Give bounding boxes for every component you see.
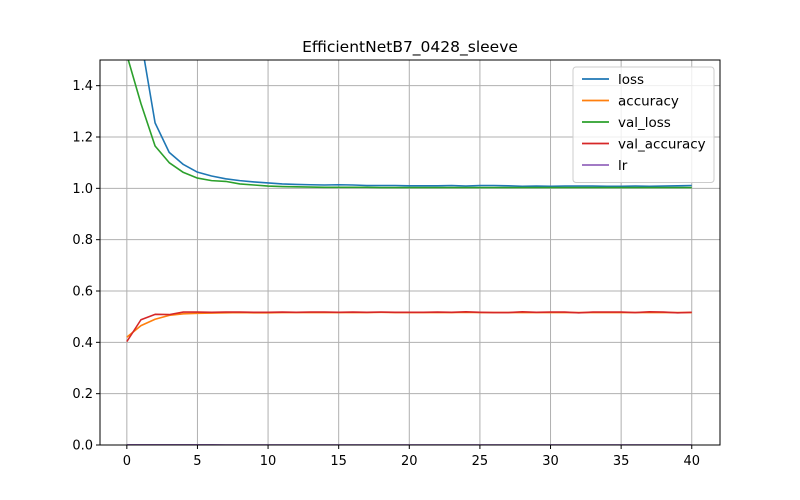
chart-title: EfficientNetB7_0428_sleeve [302,38,518,57]
axis-ticks: 0 5 10 15 20 25 30 35 40 0.0 0.2 0.4 0.6 0.8 1.0 1.2 1.4 [72,79,700,469]
x-tick-label: 10 [260,454,277,469]
x-tick-label: 25 [472,454,489,469]
series-line-val-loss [127,60,692,189]
y-tick-label: 0.2 [72,387,93,402]
x-tick-label: 15 [330,454,347,469]
legend-label-val-accuracy: val_accuracy [618,136,706,152]
x-tick-label: 20 [401,454,418,469]
legend-label-loss: loss [618,72,644,88]
series-line-loss [143,60,692,188]
y-tick-label: 1.0 [72,182,93,197]
x-tick-label: 35 [613,454,630,469]
legend-label-accuracy: accuracy [618,93,679,109]
y-tick-label: 1.4 [72,79,93,94]
x-tick-label: 0 [123,454,131,469]
plot-frame [99,59,721,446]
y-tick-label: 0.6 [72,285,93,300]
x-tick-label: 40 [683,454,700,469]
series-line-val-accuracy [126,310,692,342]
y-tick-label: 0.8 [72,233,93,248]
x-tick-label: 5 [193,454,201,469]
x-tick-label: 30 [542,454,559,469]
y-tick-label: 1.2 [72,131,93,146]
y-tick-label: 0.0 [72,439,93,454]
y-tick-label: 0.4 [72,336,93,351]
legend-label-lr: lr [618,158,628,174]
legend-label-val-loss: val_loss [618,115,671,131]
legend-box [572,66,715,183]
